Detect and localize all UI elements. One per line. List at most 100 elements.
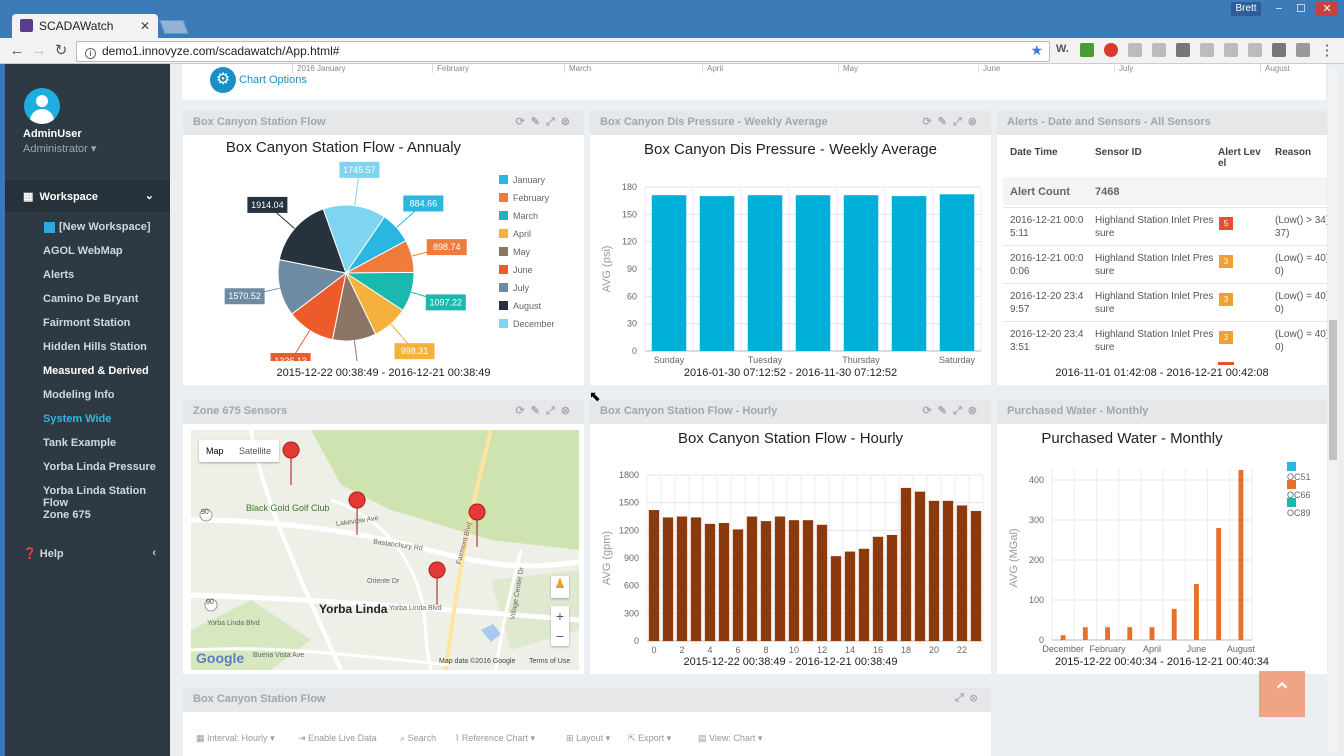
bar[interactable]: [1194, 584, 1199, 640]
extension-evernote-icon[interactable]: [1080, 43, 1094, 57]
sidebar-item-yorba-linda-pressure[interactable]: Yorba Linda Pressure: [43, 461, 156, 473]
panel-tools[interactable]: ⟳✎⤢⊗: [515, 405, 576, 417]
view-dropdown[interactable]: ▤ View: Chart ▾: [698, 733, 763, 743]
sidebar-item-system-wide[interactable]: System Wide: [43, 413, 112, 425]
cast-icon[interactable]: [1272, 43, 1286, 57]
bar[interactable]: [900, 487, 912, 641]
bar[interactable]: [747, 195, 783, 351]
bar[interactable]: [939, 194, 975, 351]
bar[interactable]: [970, 510, 982, 641]
scrollbar-thumb[interactable]: [1329, 320, 1337, 460]
bookmark-star-icon[interactable]: ★: [1030, 42, 1043, 58]
extension-icon[interactable]: [1296, 43, 1310, 57]
extension-icon[interactable]: [1176, 43, 1190, 57]
legend-item[interactable]: OC89: [1287, 498, 1311, 518]
sidebar-item-help[interactable]: ❓ Help ‹: [5, 542, 170, 566]
satellite-button[interactable]: Satellite: [239, 446, 272, 456]
sidebar-item-tank-example[interactable]: Tank Example: [43, 437, 117, 449]
bar[interactable]: [830, 556, 842, 641]
bar[interactable]: [718, 522, 730, 641]
extension-icon[interactable]: [1248, 43, 1262, 57]
bar[interactable]: [1149, 627, 1155, 640]
bar[interactable]: [886, 534, 898, 641]
gear-icon[interactable]: ⚙: [210, 67, 236, 93]
maximize-icon[interactable]: ☐: [1296, 3, 1306, 15]
bar[interactable]: [891, 196, 927, 351]
browser-tab[interactable]: SCADAWatch ✕: [12, 14, 158, 38]
minimize-icon[interactable]: −: [1275, 3, 1283, 15]
table-row[interactable]: 2016-12-21 00:0 5:11 Highland Station Inl…: [1003, 207, 1327, 244]
bar[interactable]: [1082, 627, 1088, 640]
legend-item[interactable]: OC66: [1287, 480, 1311, 500]
sidebar-item-alerts[interactable]: Alerts: [43, 269, 75, 281]
bar[interactable]: [690, 517, 702, 641]
bar[interactable]: [760, 521, 772, 641]
bar[interactable]: [844, 551, 856, 641]
table-row[interactable]: 2016-12-20 23:4 9:57 Highland Station Inl…: [1003, 283, 1327, 320]
bar[interactable]: [914, 491, 926, 641]
bar[interactable]: [1127, 627, 1133, 640]
bar[interactable]: [872, 536, 884, 641]
sidebar-item-camino-de-bryant[interactable]: Camino De Bryant: [43, 293, 139, 305]
bar[interactable]: [928, 500, 940, 641]
sidebar-item-modeling-info[interactable]: Modeling Info: [43, 389, 115, 401]
pie-slice[interactable]: [278, 208, 347, 274]
bar[interactable]: [699, 196, 735, 351]
sidebar-item-agol-webmap[interactable]: AGOL WebMap: [43, 245, 123, 257]
column-header-datetime[interactable]: Date Time: [1010, 147, 1058, 158]
legend-item[interactable]: May: [499, 247, 530, 257]
zoom-out-icon[interactable]: −: [555, 628, 565, 644]
bar[interactable]: [956, 505, 968, 641]
extension-icon[interactable]: [1200, 43, 1214, 57]
column-header-reason[interactable]: Reason: [1275, 147, 1312, 158]
legend-item[interactable]: June: [499, 265, 533, 275]
bar[interactable]: [676, 516, 688, 642]
bar[interactable]: [1238, 470, 1244, 640]
bar[interactable]: [662, 517, 674, 641]
bar[interactable]: [704, 523, 716, 641]
column-header-alert-level[interactable]: Alert Lev el: [1218, 147, 1261, 169]
bar[interactable]: [732, 529, 744, 641]
sidebar-item-measured-derived[interactable]: Measured & Derived: [43, 365, 149, 377]
map-button[interactable]: Map: [206, 446, 224, 456]
legend-item[interactable]: January: [499, 175, 545, 185]
legend-item[interactable]: OC51: [1287, 462, 1311, 482]
map-canvas[interactable]: [191, 430, 579, 670]
export-dropdown[interactable]: ⇱ Export ▾: [628, 733, 672, 743]
chart-options-link[interactable]: Chart Options: [239, 74, 307, 86]
enable-live-data-button[interactable]: ⇥ Enable Live Data: [298, 733, 377, 744]
bar[interactable]: [858, 548, 870, 641]
interval-dropdown[interactable]: ▦ Interval: Hourly ▾: [196, 733, 275, 743]
zoom-in-icon[interactable]: +: [555, 608, 565, 624]
extension-icon[interactable]: [1128, 43, 1142, 57]
extension-icon[interactable]: [1152, 43, 1166, 57]
sidebar-item-fairmont-station[interactable]: Fairmont Station: [43, 317, 131, 329]
legend-item[interactable]: February: [499, 193, 549, 203]
browser-menu-icon[interactable]: ⋮: [1319, 42, 1335, 59]
back-arrow-icon[interactable]: ←: [9, 42, 25, 59]
extension-lastpass-icon[interactable]: [1104, 43, 1118, 57]
legend-item[interactable]: March: [499, 211, 538, 221]
legend-item[interactable]: August: [499, 301, 541, 311]
legend-item[interactable]: December: [499, 319, 555, 329]
panel-tools[interactable]: ⟳✎⤢⊗: [922, 405, 983, 417]
extension-icon[interactable]: [1224, 43, 1238, 57]
close-tab-icon[interactable]: ✕: [139, 19, 150, 33]
bar[interactable]: [1105, 627, 1110, 640]
bar[interactable]: [802, 520, 814, 641]
panel-tools[interactable]: ⟳✎⤢⊗: [515, 116, 576, 128]
avatar[interactable]: [24, 88, 60, 124]
info-icon[interactable]: i: [85, 48, 96, 59]
window-close-icon[interactable]: ✕: [1316, 2, 1338, 16]
legend-item[interactable]: July: [499, 283, 529, 293]
column-header-sensor[interactable]: Sensor ID: [1095, 147, 1142, 158]
legend-item[interactable]: April: [499, 229, 531, 239]
pie-slice[interactable]: [277, 259, 348, 315]
search-button[interactable]: ⌕ Search: [400, 733, 436, 744]
scroll-to-top-button[interactable]: ⌃: [1259, 671, 1305, 717]
bar[interactable]: [1216, 528, 1222, 640]
map-view[interactable]: Map Satellite Black Gold Golf Club Yorba…: [191, 430, 579, 670]
layout-dropdown[interactable]: ⊞ Layout ▾: [566, 733, 611, 743]
bar[interactable]: [1060, 635, 1066, 640]
profile-badge[interactable]: Brett: [1231, 2, 1261, 16]
